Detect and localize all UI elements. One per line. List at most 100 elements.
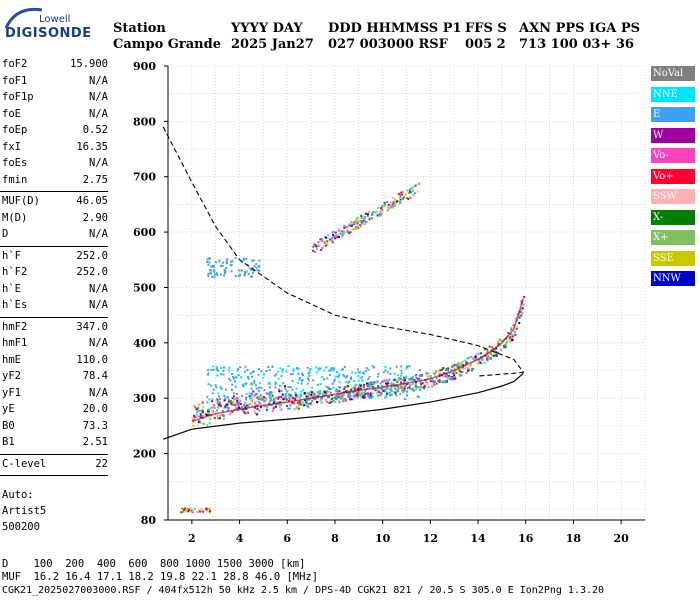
param-value: 2.75 — [82, 173, 108, 186]
echo-point — [258, 397, 261, 400]
echo-point — [268, 369, 271, 372]
echo-point — [412, 194, 415, 197]
echo-point — [361, 215, 364, 218]
echo-point — [453, 368, 456, 371]
echo-point — [315, 245, 318, 248]
echo-point — [450, 372, 453, 375]
echo-point — [353, 379, 356, 382]
echo-point — [259, 381, 262, 384]
param-value: 0.52 — [82, 124, 108, 136]
echo-point — [513, 324, 516, 327]
param-name: h`Es — [2, 299, 28, 311]
echo-point — [195, 408, 198, 411]
echo-point — [306, 366, 309, 369]
echo-point — [278, 384, 281, 387]
echo-point — [474, 356, 477, 359]
echo-point — [391, 204, 394, 207]
echo-point — [251, 259, 254, 262]
echo-point — [213, 417, 216, 420]
echo-point — [244, 370, 247, 373]
echo-point — [400, 372, 403, 375]
echo-point — [366, 382, 369, 385]
echo-point — [305, 404, 308, 407]
echo-point — [196, 511, 199, 514]
echo-point — [476, 362, 479, 365]
echo-point — [319, 238, 322, 241]
echo-point — [333, 367, 336, 370]
echo-point — [385, 395, 388, 398]
echo-point — [260, 386, 263, 389]
echo-point — [421, 382, 424, 385]
echo-point — [300, 393, 303, 396]
echo-point — [344, 376, 347, 379]
echo-point — [335, 397, 338, 400]
echo-point — [235, 397, 238, 400]
echo-point — [207, 383, 210, 386]
param-row-fof1: foF1 N/A — [0, 75, 108, 89]
echo-point — [257, 398, 260, 401]
echo-point — [345, 380, 348, 383]
echo-point — [268, 381, 271, 384]
echo-point — [452, 378, 455, 381]
echo-point — [227, 398, 230, 401]
echo-point — [306, 399, 309, 402]
echo-point — [298, 403, 301, 406]
echo-point — [471, 369, 474, 372]
echo-point — [287, 365, 290, 368]
echo-point — [400, 191, 403, 194]
echo-point — [335, 389, 338, 392]
echo-point — [275, 405, 278, 408]
echo-point — [403, 377, 406, 380]
echo-point — [353, 391, 356, 394]
echo-point — [206, 401, 209, 404]
echo-point — [391, 196, 394, 199]
echo-point — [219, 405, 222, 408]
echo-point — [244, 271, 247, 274]
echo-point — [200, 409, 203, 412]
echo-point — [368, 211, 371, 214]
param-value: 2.90 — [82, 211, 108, 224]
echo-point — [449, 375, 452, 378]
echo-point — [284, 396, 287, 399]
param-name: foF1 — [2, 74, 28, 87]
echo-point — [419, 381, 422, 384]
echo-point — [464, 359, 467, 362]
echo-point — [258, 367, 261, 370]
echo-point — [254, 406, 257, 409]
echo-point — [192, 404, 195, 407]
echo-point — [419, 388, 422, 391]
digisonde-logo-icon — [4, 7, 43, 29]
echo-point — [208, 261, 211, 264]
echo-point — [328, 373, 331, 376]
echo-point — [315, 366, 318, 369]
param-value: N/A — [89, 74, 108, 87]
echo-point — [490, 358, 493, 361]
echo-point — [390, 382, 393, 385]
echo-point — [349, 395, 352, 398]
echo-point — [297, 407, 300, 410]
echo-point — [478, 359, 481, 362]
echo-point — [247, 272, 250, 275]
echo-point — [337, 393, 340, 396]
echo-point — [299, 403, 302, 406]
echo-point — [229, 379, 232, 382]
echo-point — [457, 364, 460, 367]
echo-point — [225, 260, 228, 263]
param-value: 110.0 — [76, 353, 108, 366]
echo-point — [250, 394, 253, 397]
echo-point — [240, 269, 243, 272]
echo-point — [392, 379, 395, 382]
echo-point — [303, 391, 306, 394]
echo-point — [491, 346, 494, 349]
echo-point — [258, 401, 261, 404]
echo-point — [339, 232, 342, 235]
echo-point — [300, 382, 303, 385]
echo-point — [252, 370, 255, 373]
echo-point — [411, 377, 414, 380]
param-name: yF1 — [2, 386, 21, 399]
echo-point — [396, 374, 399, 377]
echo-point — [328, 369, 331, 372]
echo-point — [364, 220, 367, 223]
echo-point — [294, 396, 297, 399]
echo-point — [252, 396, 255, 399]
